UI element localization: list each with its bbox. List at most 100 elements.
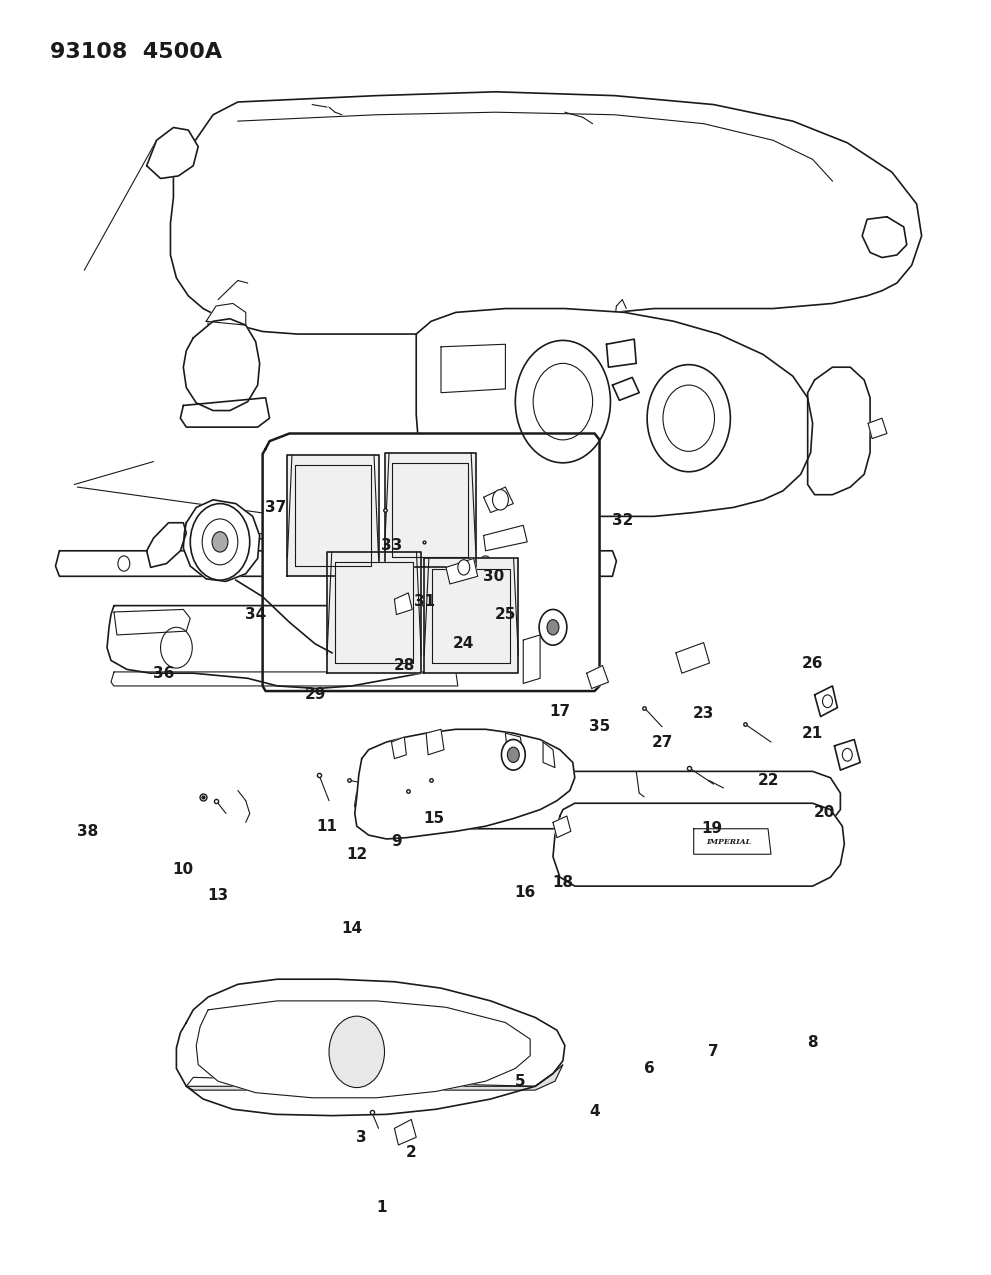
- Text: 20: 20: [814, 805, 835, 820]
- Polygon shape: [441, 344, 505, 393]
- Circle shape: [539, 609, 567, 645]
- Polygon shape: [391, 737, 406, 759]
- Polygon shape: [426, 729, 444, 755]
- Polygon shape: [587, 666, 608, 689]
- Text: 7: 7: [709, 1044, 718, 1060]
- Circle shape: [507, 747, 519, 762]
- Circle shape: [823, 695, 832, 708]
- Polygon shape: [287, 455, 379, 576]
- Text: 26: 26: [802, 655, 824, 671]
- Polygon shape: [114, 609, 190, 635]
- Text: 33: 33: [381, 538, 402, 553]
- Text: 12: 12: [346, 847, 368, 862]
- Text: 14: 14: [341, 921, 363, 936]
- Polygon shape: [523, 635, 540, 683]
- Polygon shape: [505, 733, 523, 755]
- Polygon shape: [424, 558, 518, 673]
- Text: 5: 5: [515, 1074, 525, 1089]
- Circle shape: [842, 748, 852, 761]
- Polygon shape: [815, 686, 837, 717]
- Polygon shape: [263, 434, 600, 691]
- Circle shape: [190, 504, 250, 580]
- Text: 24: 24: [453, 636, 475, 652]
- Text: 34: 34: [245, 607, 267, 622]
- Circle shape: [329, 1016, 385, 1088]
- Text: 11: 11: [316, 819, 338, 834]
- Circle shape: [501, 740, 525, 770]
- Polygon shape: [355, 771, 840, 829]
- Polygon shape: [186, 1065, 563, 1090]
- Circle shape: [480, 556, 492, 571]
- Circle shape: [647, 365, 730, 472]
- Circle shape: [493, 490, 508, 510]
- Polygon shape: [694, 829, 771, 854]
- Text: 22: 22: [757, 773, 779, 788]
- Polygon shape: [392, 463, 468, 557]
- Polygon shape: [553, 816, 571, 838]
- Circle shape: [212, 532, 228, 552]
- Text: 30: 30: [483, 569, 504, 584]
- Text: 13: 13: [207, 887, 229, 903]
- Polygon shape: [484, 525, 527, 551]
- Polygon shape: [335, 562, 413, 663]
- Text: 35: 35: [589, 719, 610, 734]
- Text: 37: 37: [265, 500, 286, 515]
- Polygon shape: [176, 979, 565, 1116]
- Polygon shape: [446, 558, 478, 584]
- Circle shape: [458, 560, 470, 575]
- Text: 15: 15: [423, 811, 445, 826]
- Polygon shape: [834, 740, 860, 770]
- Polygon shape: [183, 500, 260, 581]
- Text: 32: 32: [611, 513, 633, 528]
- Polygon shape: [553, 803, 844, 886]
- Text: 17: 17: [549, 704, 571, 719]
- Text: 23: 23: [693, 706, 715, 722]
- Polygon shape: [676, 643, 710, 673]
- Circle shape: [118, 556, 130, 571]
- Polygon shape: [612, 377, 639, 400]
- Polygon shape: [862, 217, 907, 258]
- Polygon shape: [180, 398, 270, 427]
- Text: 25: 25: [495, 607, 516, 622]
- Text: 31: 31: [413, 594, 435, 609]
- Polygon shape: [543, 742, 555, 768]
- Polygon shape: [484, 487, 513, 513]
- Polygon shape: [206, 303, 246, 325]
- Text: 10: 10: [172, 862, 194, 877]
- Circle shape: [161, 627, 192, 668]
- Polygon shape: [147, 523, 186, 567]
- Text: 38: 38: [76, 824, 98, 839]
- Polygon shape: [295, 465, 371, 566]
- Text: 29: 29: [304, 687, 326, 703]
- Polygon shape: [394, 1119, 416, 1145]
- Circle shape: [547, 620, 559, 635]
- Text: 19: 19: [701, 821, 722, 836]
- Text: 9: 9: [391, 834, 401, 849]
- Text: 16: 16: [514, 885, 536, 900]
- Circle shape: [301, 556, 313, 571]
- Text: 2: 2: [406, 1145, 416, 1160]
- Text: 8: 8: [808, 1035, 818, 1051]
- Text: 4: 4: [590, 1104, 600, 1119]
- Polygon shape: [355, 729, 575, 839]
- Polygon shape: [868, 418, 887, 439]
- Text: 27: 27: [651, 734, 673, 750]
- Polygon shape: [394, 593, 412, 615]
- Polygon shape: [432, 569, 510, 663]
- Polygon shape: [196, 1001, 530, 1098]
- Text: 93108  4500A: 93108 4500A: [50, 42, 222, 62]
- Text: 18: 18: [552, 875, 574, 890]
- Polygon shape: [111, 672, 458, 686]
- Circle shape: [390, 556, 402, 571]
- Text: 28: 28: [393, 658, 415, 673]
- Text: 1: 1: [377, 1200, 386, 1215]
- Polygon shape: [808, 367, 870, 495]
- Text: IMPERIAL: IMPERIAL: [706, 838, 751, 845]
- Circle shape: [202, 556, 214, 571]
- Polygon shape: [55, 551, 616, 576]
- Polygon shape: [107, 606, 468, 689]
- Polygon shape: [327, 552, 421, 673]
- Polygon shape: [183, 319, 260, 411]
- Polygon shape: [170, 92, 922, 334]
- Text: 36: 36: [153, 666, 174, 681]
